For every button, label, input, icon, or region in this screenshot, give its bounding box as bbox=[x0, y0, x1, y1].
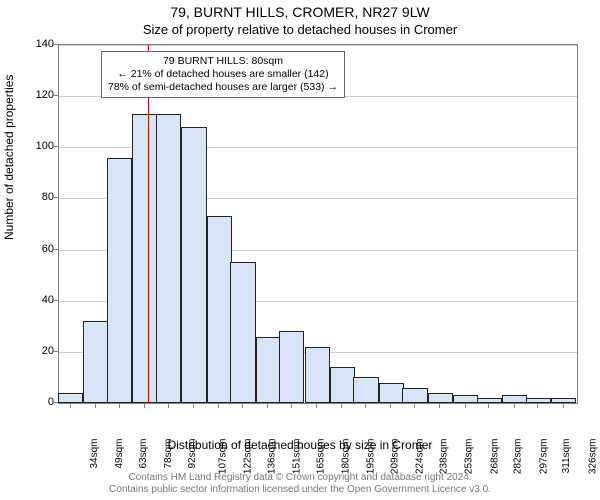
x-tick-label: 180sqm bbox=[341, 439, 352, 475]
x-tick-label: 49sqm bbox=[114, 439, 125, 469]
x-tick-label: 297sqm bbox=[538, 439, 549, 475]
x-tick-mark bbox=[439, 404, 440, 408]
x-tick-mark bbox=[119, 404, 120, 408]
reference-line bbox=[148, 45, 149, 403]
histogram-bar bbox=[305, 347, 330, 403]
histogram-bar bbox=[107, 158, 132, 403]
histogram-bar bbox=[181, 127, 206, 403]
x-tick-label: 165sqm bbox=[315, 439, 326, 475]
x-tick-label: 209sqm bbox=[390, 439, 401, 475]
x-tick-mark bbox=[365, 404, 366, 408]
histogram-bar bbox=[83, 321, 108, 403]
x-tick-mark bbox=[316, 404, 317, 408]
x-tick-mark bbox=[563, 404, 564, 408]
y-tick-label: 40 bbox=[28, 294, 54, 306]
annotation-line2: ← 21% of detached houses are smaller (14… bbox=[108, 68, 338, 81]
x-tick-mark bbox=[218, 404, 219, 408]
x-tick-label: 282sqm bbox=[513, 439, 524, 475]
chart-title-sub: Size of property relative to detached ho… bbox=[0, 22, 600, 37]
plot-area: 79 BURNT HILLS: 80sqm ← 21% of detached … bbox=[58, 44, 578, 404]
footer-line1: Contains HM Land Registry data © Crown c… bbox=[0, 472, 600, 484]
y-tick-label: 140 bbox=[28, 38, 54, 50]
y-tick-label: 100 bbox=[28, 140, 54, 152]
x-axis-ticks: 34sqm49sqm63sqm78sqm92sqm107sqm122sqm136… bbox=[58, 404, 578, 444]
x-tick-mark bbox=[291, 404, 292, 408]
x-tick-label: 34sqm bbox=[89, 439, 100, 469]
y-axis-ticks: 020406080100120140 bbox=[28, 44, 54, 404]
x-tick-label: 311sqm bbox=[561, 439, 572, 474]
annotation-line1: 79 BURNT HILLS: 80sqm bbox=[108, 55, 338, 68]
histogram-bar bbox=[477, 398, 502, 403]
chart-title-main: 79, BURNT HILLS, CROMER, NR27 9LW bbox=[0, 4, 600, 20]
x-tick-label: 78sqm bbox=[163, 439, 174, 469]
gridline bbox=[59, 45, 577, 46]
histogram-bar bbox=[402, 388, 427, 403]
x-tick-mark bbox=[465, 404, 466, 408]
x-tick-label: 253sqm bbox=[464, 439, 475, 475]
x-tick-mark bbox=[488, 404, 489, 408]
x-tick-label: 122sqm bbox=[243, 439, 254, 475]
y-tick-label: 20 bbox=[28, 345, 54, 357]
x-tick-mark bbox=[341, 404, 342, 408]
x-tick-mark bbox=[242, 404, 243, 408]
histogram-bar bbox=[428, 393, 453, 403]
x-tick-mark bbox=[193, 404, 194, 408]
chart-container: 79, BURNT HILLS, CROMER, NR27 9LW Size o… bbox=[0, 0, 600, 500]
x-tick-mark bbox=[95, 404, 96, 408]
x-tick-label: 268sqm bbox=[489, 439, 500, 475]
histogram-bar bbox=[279, 331, 304, 403]
annotation-box: 79 BURNT HILLS: 80sqm ← 21% of detached … bbox=[101, 51, 345, 98]
x-tick-mark bbox=[168, 404, 169, 408]
x-tick-mark bbox=[267, 404, 268, 408]
x-tick-mark bbox=[514, 404, 515, 408]
histogram-bar bbox=[453, 395, 478, 403]
histogram-bar bbox=[330, 367, 355, 403]
histogram-bar bbox=[156, 114, 181, 403]
x-tick-label: 326sqm bbox=[587, 439, 598, 475]
x-tick-label: 136sqm bbox=[266, 439, 277, 475]
y-tick-label: 120 bbox=[28, 89, 54, 101]
histogram-bar bbox=[379, 383, 404, 403]
footer-line2: Contains public sector information licen… bbox=[0, 484, 600, 496]
y-tick-label: 0 bbox=[28, 396, 54, 408]
x-tick-label: 107sqm bbox=[218, 439, 229, 475]
histogram-bar bbox=[132, 114, 157, 403]
x-tick-label: 151sqm bbox=[292, 439, 303, 475]
y-axis-label: Number of detached properties bbox=[2, 75, 16, 240]
x-tick-label: 92sqm bbox=[187, 439, 198, 469]
x-tick-label: 224sqm bbox=[415, 439, 426, 475]
histogram-bar bbox=[230, 262, 255, 403]
y-tick-label: 60 bbox=[28, 243, 54, 255]
histogram-bar bbox=[353, 377, 378, 403]
histogram-bar bbox=[502, 395, 527, 403]
histogram-bar bbox=[551, 398, 576, 403]
x-tick-mark bbox=[537, 404, 538, 408]
x-tick-mark bbox=[414, 404, 415, 408]
x-tick-mark bbox=[70, 404, 71, 408]
x-tick-mark bbox=[390, 404, 391, 408]
x-tick-label: 238sqm bbox=[439, 439, 450, 475]
x-tick-label: 195sqm bbox=[366, 439, 377, 475]
footer-attribution: Contains HM Land Registry data © Crown c… bbox=[0, 472, 600, 496]
histogram-bar bbox=[207, 216, 232, 403]
annotation-line3: 78% of semi-detached houses are larger (… bbox=[108, 81, 338, 94]
x-tick-label: 63sqm bbox=[138, 439, 149, 469]
x-tick-mark bbox=[144, 404, 145, 408]
y-tick-label: 80 bbox=[28, 191, 54, 203]
histogram-bar bbox=[256, 337, 281, 403]
histogram-bar bbox=[526, 398, 551, 403]
histogram-bar bbox=[58, 393, 83, 403]
